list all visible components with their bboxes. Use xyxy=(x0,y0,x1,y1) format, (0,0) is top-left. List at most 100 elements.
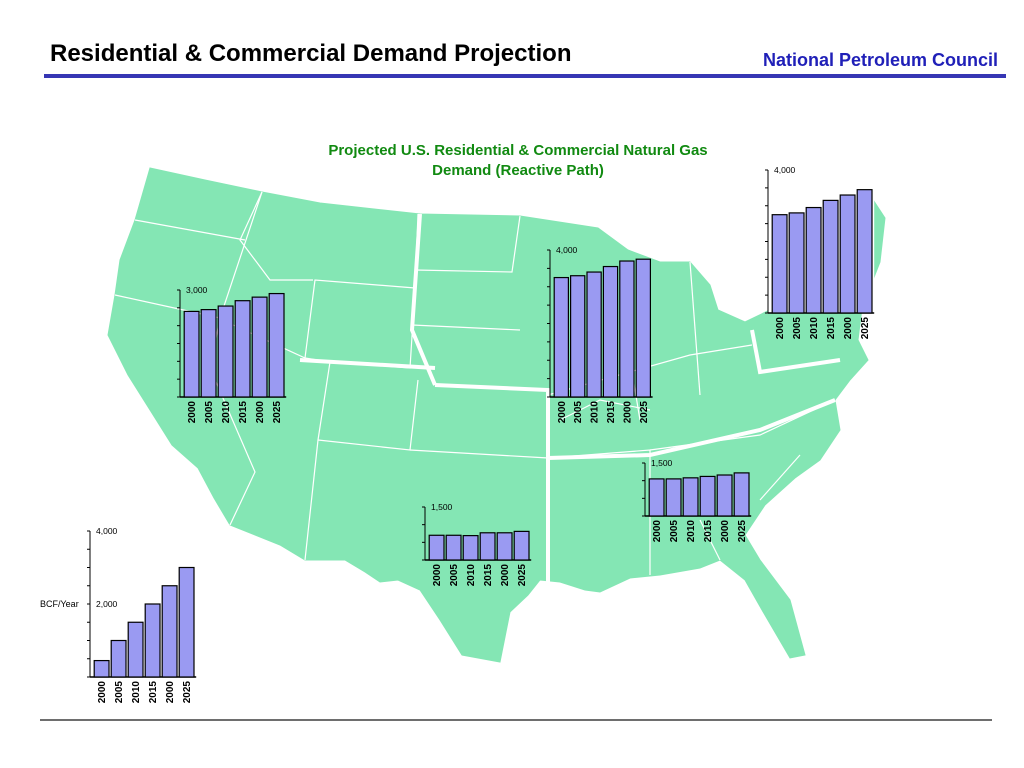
bar xyxy=(665,478,682,517)
page-title: Residential & Commercial Demand Projecti… xyxy=(50,40,572,67)
x-tick-label: 2000 xyxy=(165,681,176,704)
x-tick-label: 2010 xyxy=(590,401,601,424)
y-tick-label: 3,000 xyxy=(186,285,208,295)
bar xyxy=(856,189,873,314)
bar xyxy=(217,305,234,398)
x-tick-label: 2005 xyxy=(669,520,680,543)
x-tick-label: 2005 xyxy=(204,401,215,424)
bar xyxy=(569,275,586,398)
bar xyxy=(839,194,856,314)
x-tick-label: 2015 xyxy=(483,564,494,587)
x-tick-label: 2005 xyxy=(114,681,125,704)
region-border xyxy=(547,398,836,460)
bar xyxy=(805,206,822,314)
bar xyxy=(822,199,839,314)
x-tick-label: 2000 xyxy=(97,681,108,704)
x-tick-label: 2000 xyxy=(255,401,266,424)
bar xyxy=(462,535,479,561)
region-border xyxy=(434,383,550,460)
bar xyxy=(178,566,195,678)
bar xyxy=(183,310,200,398)
y-tick-label: 1,500 xyxy=(431,502,453,512)
bar xyxy=(586,271,602,398)
bar xyxy=(513,530,530,561)
x-tick-label: 2000 xyxy=(432,564,443,587)
region-border xyxy=(750,329,841,375)
x-tick-label: 2000 xyxy=(500,564,511,587)
y-tick-label: 2,000 xyxy=(96,599,118,609)
bar xyxy=(496,532,513,561)
region-borders xyxy=(299,213,841,582)
bar xyxy=(733,472,750,517)
footer-divider xyxy=(40,719,992,721)
bar xyxy=(635,258,652,398)
bar xyxy=(144,603,161,678)
x-tick-label: 2010 xyxy=(686,520,697,543)
bar xyxy=(602,265,619,398)
bar xyxy=(93,659,110,678)
x-tick-label: 2000 xyxy=(720,520,731,543)
header-divider xyxy=(44,74,1006,78)
bar xyxy=(682,477,699,517)
bar xyxy=(110,639,127,678)
bar xyxy=(161,585,178,678)
bar xyxy=(771,214,788,314)
organization-name: National Petroleum Council xyxy=(762,50,998,70)
x-tick-label: 2000 xyxy=(775,317,786,340)
bar xyxy=(699,475,716,517)
y-tick-label: 4,000 xyxy=(96,526,118,536)
x-tick-label: 2010 xyxy=(131,681,142,704)
state-border xyxy=(759,454,801,501)
bar xyxy=(268,292,285,398)
y-tick-label: 4,000 xyxy=(774,165,796,175)
state-border xyxy=(699,519,721,561)
x-tick-label: 2000 xyxy=(557,401,568,424)
bar xyxy=(200,309,217,398)
bar xyxy=(648,478,665,517)
x-tick-label: 2000 xyxy=(843,317,854,340)
region-border xyxy=(299,358,436,370)
x-tick-label: 2025 xyxy=(272,401,283,424)
us-map xyxy=(107,167,886,663)
y-tick-label: 1,500 xyxy=(651,458,673,468)
bar xyxy=(251,296,268,398)
x-tick-label: 2025 xyxy=(737,520,748,543)
x-tick-label: 2015 xyxy=(238,401,249,424)
state-border xyxy=(134,219,246,241)
x-tick-label: 2025 xyxy=(639,401,650,424)
bar xyxy=(479,532,496,561)
bar xyxy=(127,621,144,678)
x-tick-label: 2000 xyxy=(622,401,633,424)
x-tick-label: 2025 xyxy=(182,681,193,704)
bar xyxy=(445,534,462,561)
bar xyxy=(428,534,445,561)
bar xyxy=(553,276,570,398)
x-tick-label: 2015 xyxy=(148,681,159,704)
y-tick-label: 4,000 xyxy=(556,245,578,255)
state-border xyxy=(559,399,651,421)
state-border xyxy=(411,324,521,331)
x-tick-label: 2015 xyxy=(826,317,837,340)
x-tick-label: 2010 xyxy=(809,317,820,340)
x-tick-label: 2010 xyxy=(466,564,477,587)
x-tick-label: 2015 xyxy=(606,401,617,424)
x-tick-label: 2025 xyxy=(517,564,528,587)
x-tick-label: 2005 xyxy=(792,317,803,340)
x-tick-label: 2025 xyxy=(860,317,871,340)
state-border xyxy=(689,261,701,396)
bar xyxy=(234,300,251,398)
state-border xyxy=(414,215,521,273)
x-tick-label: 2005 xyxy=(573,401,584,424)
bar xyxy=(788,212,805,314)
state-border xyxy=(239,191,313,281)
x-tick-label: 2000 xyxy=(652,520,663,543)
x-tick-label: 2010 xyxy=(221,401,232,424)
x-tick-label: 2005 xyxy=(449,564,460,587)
bar xyxy=(619,260,635,398)
x-tick-label: 2015 xyxy=(703,520,714,543)
x-tick-label: 2000 xyxy=(187,401,198,424)
chart-title: Projected U.S. Residential & Commercial … xyxy=(328,142,708,179)
y-axis-label: BCF/Year xyxy=(40,599,79,609)
us-map-outline xyxy=(107,167,886,663)
